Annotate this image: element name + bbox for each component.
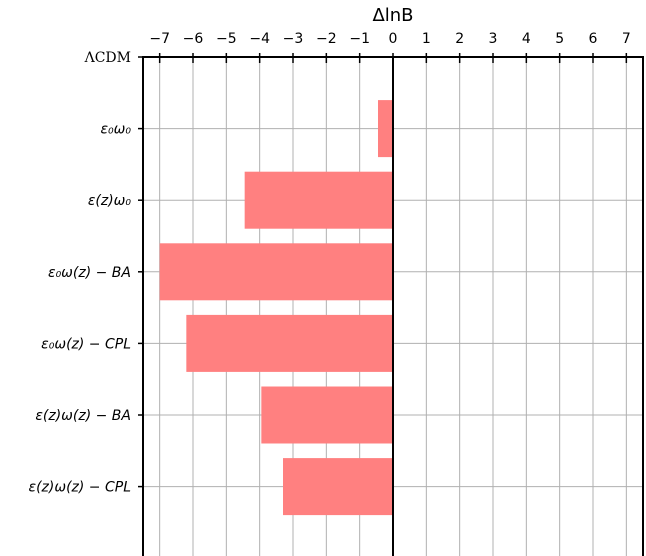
bar (378, 100, 393, 158)
category-label: ε₀ω(z) − BA (48, 265, 131, 281)
category-label: ε(z)ω₀ (88, 193, 132, 209)
x-tick-label: 5 (555, 31, 564, 47)
x-tick-label: 2 (455, 31, 464, 47)
x-tick-label: 0 (389, 31, 398, 47)
bar (283, 458, 393, 516)
category-label: ε(z)ω(z) − CPL (29, 480, 131, 496)
category-label: ΛCDM (84, 50, 131, 66)
bar (186, 314, 393, 372)
bar (244, 171, 393, 229)
x-tick-label: −3 (283, 31, 304, 47)
x-tick-label: −6 (183, 31, 204, 47)
x-tick-label: 7 (622, 31, 631, 47)
x-tick-label: −1 (349, 31, 370, 47)
category-label: ε₀ω₀ (100, 122, 131, 138)
x-tick-label: −2 (316, 31, 337, 47)
x-tick-label: 3 (489, 31, 498, 47)
plot-frame (142, 56, 644, 556)
bar (261, 386, 393, 444)
x-axis-title: ΔlnB (372, 5, 413, 26)
x-axis-ticks: −7 −6 −5 −4 −3 −2 −1 0 1 2 3 4 5 6 7 (149, 31, 631, 63)
x-tick-label: −4 (249, 31, 270, 47)
x-tick-label: 4 (522, 31, 531, 47)
bar (159, 243, 393, 301)
category-label: ε(z)ω(z) − BA (35, 408, 131, 424)
x-tick-label: 6 (589, 31, 598, 47)
x-tick-label: 1 (422, 31, 431, 47)
category-labels: ΛCDM ε₀ω₀ ε(z)ω₀ ε₀ω(z) − BA ε₀ω(z) − CPL ε(z… (29, 50, 143, 496)
bars (159, 100, 393, 516)
x-tick-label: −7 (149, 31, 170, 47)
category-label: ε₀ω(z) − CPL (41, 336, 131, 352)
x-tick-label: −5 (216, 31, 237, 47)
